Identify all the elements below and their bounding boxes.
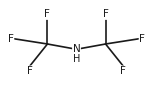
Text: F: F — [27, 66, 33, 76]
Text: N: N — [73, 44, 80, 54]
Text: F: F — [8, 34, 14, 44]
Text: F: F — [103, 9, 108, 19]
Text: H: H — [73, 54, 80, 64]
Text: F: F — [103, 9, 108, 19]
Text: F: F — [45, 9, 50, 19]
Text: F: F — [120, 66, 126, 76]
Text: F: F — [139, 34, 145, 44]
Text: F: F — [139, 34, 145, 44]
Text: F: F — [8, 34, 14, 44]
Text: F: F — [27, 66, 33, 76]
Text: H: H — [73, 54, 80, 64]
Text: N: N — [73, 44, 80, 54]
Text: F: F — [45, 9, 50, 19]
Text: F: F — [120, 66, 126, 76]
